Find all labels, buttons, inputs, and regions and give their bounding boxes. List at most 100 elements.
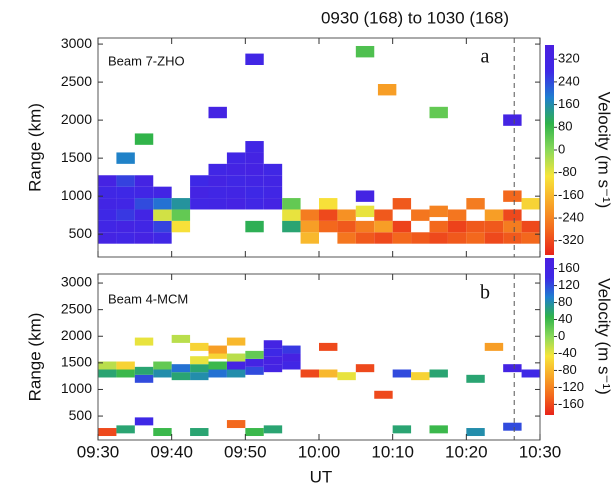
cell (134, 366, 154, 375)
cell (337, 232, 356, 244)
cell (411, 232, 430, 244)
cell (466, 198, 485, 210)
colorbar-tick-label: -40 (558, 345, 577, 360)
cell (190, 175, 209, 187)
cell (98, 198, 117, 210)
cell (116, 209, 135, 221)
cell (503, 190, 522, 202)
cell (245, 428, 264, 437)
cell (116, 186, 135, 199)
y-tick-label: 1000 (61, 380, 92, 396)
cell (263, 425, 283, 434)
cell (429, 232, 448, 244)
cell (374, 209, 393, 221)
cell (355, 190, 375, 202)
cell (134, 232, 154, 244)
cell (245, 163, 264, 176)
y-tick-label: 1000 (61, 187, 92, 203)
cell (429, 369, 448, 378)
cell (134, 209, 154, 221)
cell (355, 220, 375, 233)
cell (245, 198, 264, 210)
cell (466, 220, 485, 233)
cell (208, 345, 227, 354)
x-tick-label: 09:30 (77, 442, 120, 461)
cell (190, 364, 209, 373)
colorbar-label: Velocity (m s⁻¹) (595, 92, 614, 209)
cell (392, 425, 412, 434)
cell (484, 220, 504, 233)
cell (245, 186, 264, 199)
colorbar-tick-label: -160 (558, 396, 584, 411)
colorbar-tick-label: 120 (558, 277, 580, 292)
cell (116, 220, 135, 233)
colorbar-tick-label: 0 (558, 328, 565, 343)
cell (245, 220, 264, 233)
colorbar-tick-label: 0 (558, 141, 565, 156)
cell (98, 186, 117, 199)
cell (355, 205, 375, 218)
cell (355, 364, 375, 373)
colorbar-tick-label: -80 (558, 362, 577, 377)
cell (429, 220, 448, 233)
cell (374, 220, 393, 233)
cell (377, 84, 397, 96)
colorbar-tick-label: 160 (558, 260, 580, 275)
cell (263, 186, 283, 199)
cell (263, 175, 283, 187)
cell (411, 209, 430, 221)
cell (263, 364, 283, 373)
y-tick-label: 2500 (61, 300, 92, 316)
cell (484, 342, 504, 351)
cell (98, 175, 117, 187)
cell (153, 209, 172, 221)
cell (300, 220, 319, 233)
cell (374, 232, 393, 244)
cell (319, 220, 338, 233)
cell (337, 209, 356, 221)
cell (116, 369, 135, 378)
y-axis-label: Range (km) (25, 103, 44, 192)
y-tick-label: 1500 (61, 149, 92, 165)
x-axis-label: UT (310, 467, 333, 486)
cell (337, 220, 356, 233)
cell (263, 348, 283, 357)
cell (447, 209, 467, 221)
cell (171, 334, 191, 343)
colorbar-tick-label: -120 (558, 379, 584, 394)
cell (226, 186, 246, 199)
cell (134, 374, 154, 383)
cell (190, 186, 209, 199)
cell (153, 361, 172, 370)
cell (116, 175, 135, 187)
colorbar-tick-label: -160 (558, 187, 584, 202)
x-tick-label: 09:40 (150, 442, 193, 461)
cell (134, 220, 154, 233)
cell (226, 175, 246, 187)
cell (503, 114, 522, 126)
cell (503, 422, 522, 431)
cell (245, 350, 264, 359)
cell (116, 425, 135, 434)
cell (134, 175, 154, 187)
cell (98, 361, 117, 370)
x-tick-label: 09:50 (224, 442, 267, 461)
cell (282, 353, 301, 362)
cell (226, 198, 246, 210)
cell (190, 372, 209, 381)
cell (263, 356, 283, 365)
cell (226, 361, 246, 370)
colorbar-tick-label: 80 (558, 119, 572, 134)
y-axis-label: Range (km) (25, 313, 44, 402)
y-tick-label: 3000 (61, 35, 92, 51)
cell (429, 205, 448, 218)
cell (226, 369, 246, 378)
cell (411, 372, 430, 381)
cell (190, 428, 209, 437)
y-tick-label: 500 (69, 225, 93, 241)
cell (503, 364, 522, 373)
cell (521, 232, 540, 244)
cell (208, 361, 227, 370)
cell (503, 209, 522, 221)
cell (153, 198, 172, 210)
